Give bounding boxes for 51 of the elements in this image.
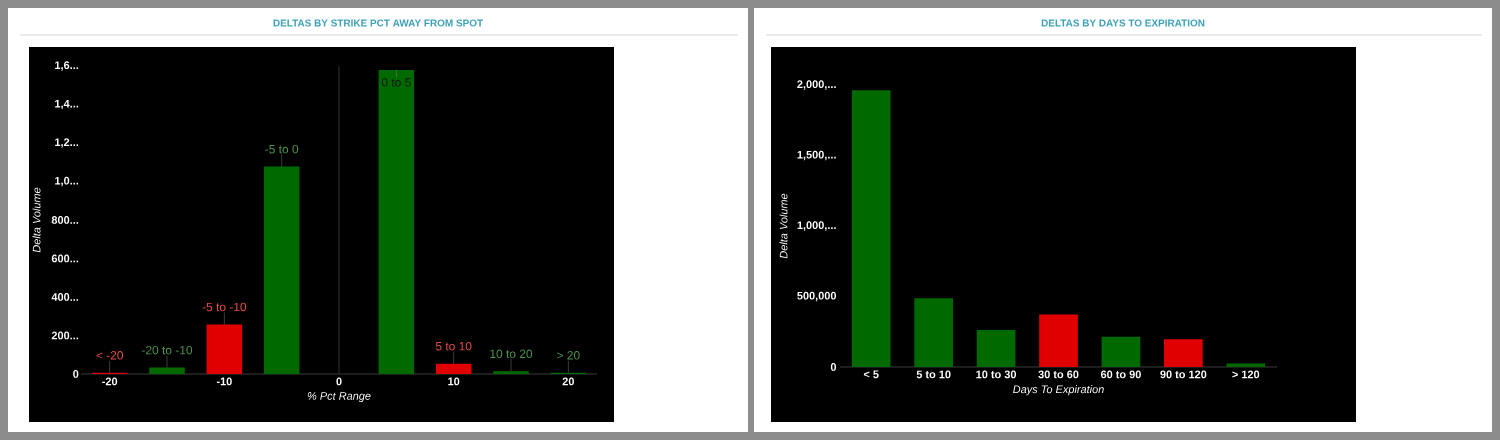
chart-title: DELTAS BY DAYS TO EXPIRATION [1041, 19, 1205, 27]
y-tick-label: 0 [830, 363, 837, 371]
text: 200... [51, 331, 79, 340]
text: 1,4... [55, 99, 79, 110]
bar [435, 363, 472, 374]
bar [378, 69, 415, 374]
chart-title: DELTAS BY STRIKE PCT AWAY FROM SPOT [273, 19, 483, 27]
annotation: -5 to 0 [265, 144, 299, 154]
x-tick-label: 0 [336, 377, 342, 386]
x-tick-label: 5 to 10 [916, 370, 951, 379]
annotation: < -20 [96, 351, 123, 360]
x-tick-label: > 120 [1232, 370, 1260, 379]
bar [1039, 314, 1078, 367]
annotation: 0 to 5 [381, 78, 411, 87]
bar [914, 298, 954, 367]
x-tick-label: 10 to 30 [976, 370, 1017, 379]
x-tick-label: 90 to 120 [1160, 370, 1207, 379]
y-tick-label: 2,000,... [797, 80, 836, 90]
bar [263, 166, 300, 374]
text: 1,6... [55, 61, 79, 71]
x-tick-label: 20 [562, 377, 574, 386]
x-axis-title: Days To Expiration [1013, 385, 1104, 396]
text: 600... [51, 254, 79, 263]
x-tick-label: -20 [102, 377, 118, 386]
x-tick-label: 10 [448, 377, 460, 386]
bar [976, 329, 1016, 367]
y-axis-title: Delta Volume [779, 193, 788, 259]
annotation: 5 to 10 [435, 341, 472, 351]
text: 1,2... [55, 138, 79, 148]
y-tick-label: 1,500,... [797, 150, 836, 161]
x-tick-label: < 5 [863, 370, 879, 379]
annotation: 10 to 20 [490, 349, 533, 359]
y-tick-label: 500,000 [797, 291, 837, 302]
y-axis-title: Delta Volume [32, 187, 41, 253]
annotation: -20 to -10 [141, 345, 193, 355]
bar [851, 90, 891, 367]
bar [206, 324, 243, 374]
bar [1101, 336, 1141, 367]
x-tick-label: -10 [216, 377, 232, 386]
bar [1164, 339, 1203, 367]
bar [149, 367, 185, 374]
x-tick-label: 30 to 60 [1038, 370, 1079, 379]
annotation: -5 to -10 [202, 302, 247, 312]
text: 800... [51, 216, 79, 224]
x-tick-label: 60 to 90 [1100, 370, 1141, 379]
y-tick-label: 1,000,... [797, 221, 836, 231]
annotation: > 20 [557, 351, 580, 360]
text: 400... [51, 293, 79, 301]
x-axis-title: % Pct Range [307, 392, 371, 402]
text: 1,0... [55, 176, 79, 187]
bar [493, 371, 529, 374]
